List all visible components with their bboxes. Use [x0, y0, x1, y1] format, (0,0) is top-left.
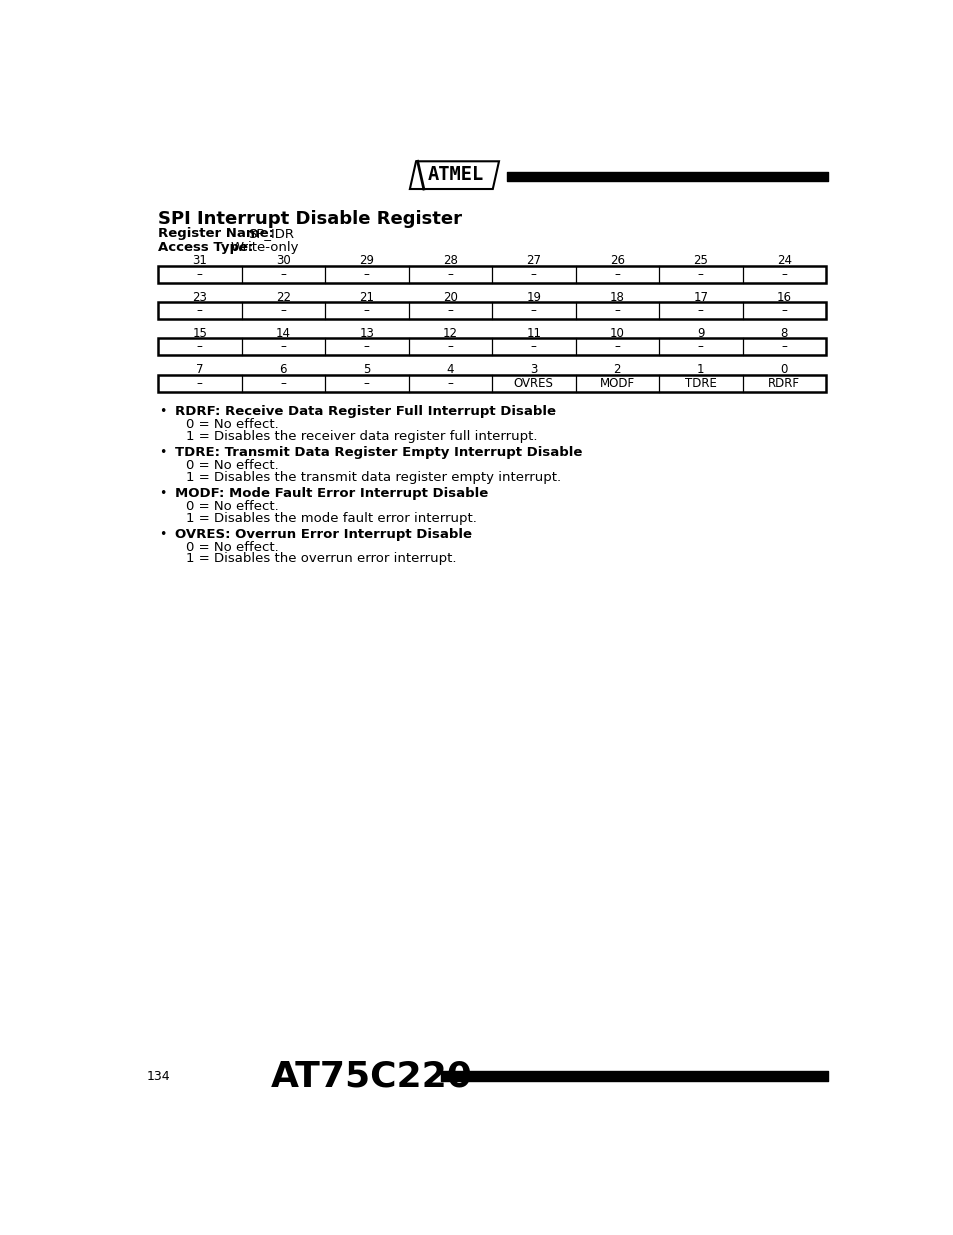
Text: –: –: [530, 341, 537, 353]
Text: 19: 19: [526, 290, 540, 304]
Text: –: –: [614, 304, 619, 317]
Text: AT75C220: AT75C220: [270, 1060, 472, 1093]
Text: •: •: [159, 405, 167, 419]
Text: OVRES: Overrun Error Interrupt Disable: OVRES: Overrun Error Interrupt Disable: [174, 527, 472, 541]
Text: 12: 12: [442, 327, 457, 340]
Text: 22: 22: [275, 290, 291, 304]
Text: MODF: MODF: [599, 377, 634, 389]
Text: TDRE: TDRE: [684, 377, 716, 389]
Text: SP_IDR: SP_IDR: [248, 227, 294, 240]
Text: 8: 8: [780, 327, 787, 340]
Text: 1 = Disables the receiver data register full interrupt.: 1 = Disables the receiver data register …: [186, 430, 537, 443]
Text: 20: 20: [442, 290, 457, 304]
Text: –: –: [614, 268, 619, 282]
Text: –: –: [363, 304, 370, 317]
Text: 10: 10: [609, 327, 624, 340]
Text: •: •: [159, 446, 167, 459]
Text: –: –: [698, 268, 703, 282]
Text: –: –: [363, 341, 370, 353]
Text: ATMEL: ATMEL: [427, 165, 483, 184]
Text: –: –: [781, 268, 786, 282]
Text: 1: 1: [697, 363, 704, 375]
Text: –: –: [781, 341, 786, 353]
Text: MODF: Mode Fault Error Interrupt Disable: MODF: Mode Fault Error Interrupt Disable: [174, 487, 488, 500]
Text: 6: 6: [279, 363, 287, 375]
Bar: [158, 338, 825, 356]
Text: Access Type:: Access Type:: [158, 241, 253, 253]
Text: –: –: [530, 268, 537, 282]
Text: 0 = No effect.: 0 = No effect.: [186, 419, 278, 431]
Text: 9: 9: [697, 327, 704, 340]
Text: 14: 14: [275, 327, 291, 340]
Text: 11: 11: [526, 327, 540, 340]
Text: –: –: [196, 304, 202, 317]
Text: 1 = Disables the overrun error interrupt.: 1 = Disables the overrun error interrupt…: [186, 552, 456, 566]
Text: –: –: [781, 304, 786, 317]
Text: –: –: [614, 341, 619, 353]
Text: 28: 28: [442, 254, 457, 268]
Text: 5: 5: [363, 363, 370, 375]
Polygon shape: [410, 162, 498, 189]
Text: SPI Interrupt Disable Register: SPI Interrupt Disable Register: [158, 210, 461, 227]
Text: 0 = No effect.: 0 = No effect.: [186, 541, 278, 555]
Text: RDRF: Receive Data Register Full Interrupt Disable: RDRF: Receive Data Register Full Interru…: [174, 405, 556, 419]
Text: 0 = No effect.: 0 = No effect.: [186, 459, 278, 472]
Text: –: –: [698, 304, 703, 317]
Text: 134: 134: [146, 1070, 170, 1083]
Text: –: –: [196, 268, 202, 282]
Text: –: –: [447, 377, 453, 389]
Text: OVRES: OVRES: [514, 377, 553, 389]
Text: 27: 27: [526, 254, 540, 268]
Text: 1 = Disables the transmit data register empty interrupt.: 1 = Disables the transmit data register …: [186, 471, 560, 484]
Bar: [158, 266, 825, 283]
Text: –: –: [447, 268, 453, 282]
Text: 21: 21: [359, 290, 374, 304]
Text: –: –: [447, 304, 453, 317]
Text: –: –: [530, 304, 537, 317]
Bar: [158, 303, 825, 319]
Text: Write-only: Write-only: [231, 241, 299, 253]
Text: 31: 31: [193, 254, 207, 268]
Text: 24: 24: [776, 254, 791, 268]
Text: –: –: [363, 377, 370, 389]
Text: 29: 29: [359, 254, 374, 268]
Text: 2: 2: [613, 363, 620, 375]
Text: 25: 25: [693, 254, 707, 268]
Text: –: –: [698, 341, 703, 353]
Text: –: –: [363, 268, 370, 282]
Text: 17: 17: [693, 290, 707, 304]
Text: RDRF: RDRF: [767, 377, 800, 389]
Text: 15: 15: [193, 327, 207, 340]
Text: 30: 30: [275, 254, 291, 268]
Text: 0 = No effect.: 0 = No effect.: [186, 500, 278, 513]
Text: 26: 26: [609, 254, 624, 268]
Text: –: –: [447, 341, 453, 353]
Text: TDRE: Transmit Data Register Empty Interrupt Disable: TDRE: Transmit Data Register Empty Inter…: [174, 446, 582, 459]
Text: 13: 13: [359, 327, 374, 340]
Text: •: •: [159, 527, 167, 541]
Text: 3: 3: [530, 363, 537, 375]
Text: Register Name:: Register Name:: [158, 227, 274, 240]
Text: •: •: [159, 487, 167, 500]
Text: –: –: [196, 377, 202, 389]
Text: –: –: [196, 341, 202, 353]
Text: –: –: [280, 377, 286, 389]
Text: 16: 16: [776, 290, 791, 304]
Text: 23: 23: [193, 290, 207, 304]
Text: –: –: [280, 304, 286, 317]
Text: 1 = Disables the mode fault error interrupt.: 1 = Disables the mode fault error interr…: [186, 511, 476, 525]
Bar: [158, 374, 825, 391]
Text: –: –: [280, 341, 286, 353]
Text: 0: 0: [780, 363, 787, 375]
Text: –: –: [280, 268, 286, 282]
Text: 7: 7: [195, 363, 203, 375]
Text: 4: 4: [446, 363, 454, 375]
Text: 18: 18: [609, 290, 624, 304]
